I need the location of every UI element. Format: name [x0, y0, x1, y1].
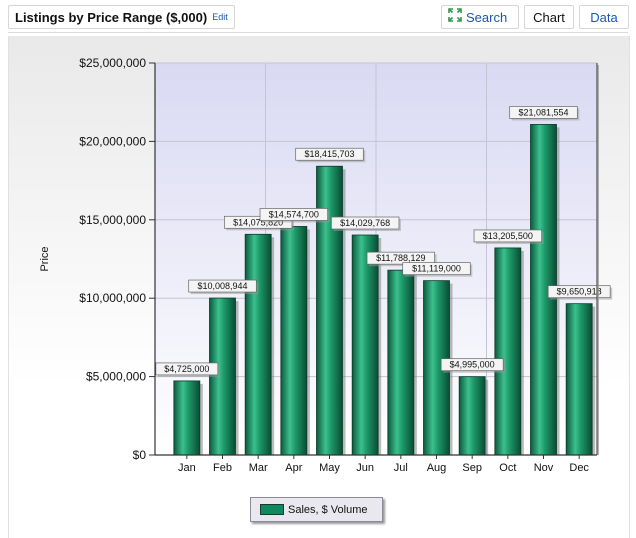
- data-label-text: $14,574,700: [269, 209, 319, 219]
- x-tick-label: Feb: [213, 462, 232, 474]
- y-tick-label: $15,000,000: [79, 213, 146, 227]
- data-label-box: [331, 216, 400, 230]
- data-label: $21,081,554: [509, 106, 580, 121]
- widget-header: Listings by Price Range ($,000) Edit Sea…: [0, 0, 636, 32]
- data-label-text: $18,415,703: [304, 149, 354, 159]
- data-label: $14,029,768: [331, 216, 401, 232]
- y-tick-label: $10,000,000: [79, 291, 146, 305]
- widget-title: Listings by Price Range ($,000): [15, 9, 208, 25]
- x-tick-label: Dec: [569, 462, 589, 474]
- data-label-box: [259, 208, 328, 221]
- data-label: $4,995,000: [440, 358, 506, 373]
- y-tick-label: $0: [133, 448, 147, 462]
- data-label-text: $4,725,000: [164, 364, 209, 374]
- bar: [173, 380, 201, 456]
- legend-label: Sales, $ Volume: [288, 503, 368, 516]
- x-tick-label: Jan: [178, 462, 196, 474]
- data-label-text: $4,995,000: [450, 360, 495, 370]
- search-button[interactable]: Search: [441, 5, 519, 29]
- x-tick-label: May: [319, 462, 340, 474]
- data-label-text: $14,075,820: [233, 217, 283, 227]
- data-label-text: $21,081,554: [518, 107, 568, 117]
- data-label-box: [366, 251, 435, 265]
- data-label-text: $9,650,918: [557, 287, 602, 297]
- data-label-box: [402, 262, 471, 276]
- bar: [494, 247, 522, 456]
- data-label-box: [295, 147, 364, 161]
- data-label: $18,415,703: [295, 147, 366, 163]
- x-tick-label: Nov: [534, 462, 554, 474]
- x-tick-label: Jul: [394, 462, 408, 474]
- y-axis-label: Price: [39, 246, 51, 271]
- edit-link[interactable]: Edit: [212, 12, 228, 22]
- data-label-box: [155, 362, 219, 376]
- bar: [565, 303, 593, 456]
- data-labels: $4,725,000 $10,008,944 $14,075,820$14,574,…: [155, 106, 613, 377]
- legend-swatch: [260, 504, 284, 515]
- data-label-text: $13,205,500: [483, 231, 533, 241]
- x-tick-label: Jun: [356, 462, 374, 474]
- x-tick-label: Oct: [499, 462, 516, 474]
- x-tick-label: Apr: [285, 462, 302, 474]
- y-tick-label: $5,000,000: [86, 370, 146, 384]
- data-label-text: $10,008,944: [197, 281, 247, 291]
- bar: [244, 233, 272, 456]
- y-tick-label: $20,000,000: [79, 134, 146, 148]
- title-box: Listings by Price Range ($,000) Edit: [8, 5, 235, 29]
- data-label-text: $14,029,768: [340, 218, 390, 228]
- bar: [530, 124, 557, 456]
- tab-chart[interactable]: Chart: [524, 5, 574, 29]
- data-label-box: [473, 229, 542, 243]
- data-label: $4,725,000: [155, 362, 220, 377]
- data-label: $14,574,700: [259, 208, 330, 223]
- data-label: $9,650,918: [547, 285, 613, 300]
- search-label: Search: [466, 9, 508, 25]
- x-tick-label: Aug: [427, 462, 447, 474]
- axes: $0 $5,000,000 $10,000,000 $15,000,000 $20,00…: [79, 56, 599, 474]
- x-tick-label: Mar: [249, 462, 268, 474]
- data-label: $11,119,000: [402, 262, 473, 277]
- bar: [387, 269, 415, 456]
- data-label-box: [547, 285, 611, 299]
- x-tick-label: Sep: [462, 462, 482, 474]
- header-divider: [8, 32, 628, 33]
- data-label-text: $11,788,129: [376, 253, 425, 263]
- data-label-box: [509, 106, 578, 119]
- data-label-text: $11,119,000: [412, 264, 461, 274]
- data-label-box: [440, 358, 504, 372]
- data-label: $10,008,944: [188, 279, 259, 295]
- data-label-box: [188, 279, 257, 293]
- tab-data[interactable]: Data: [579, 5, 629, 29]
- expand-arrows-icon: [448, 7, 462, 27]
- data-label: $13,205,500: [473, 229, 544, 244]
- bar: [351, 234, 379, 456]
- bar: [458, 376, 486, 456]
- y-tick-label: $25,000,000: [79, 56, 146, 70]
- bar: [280, 226, 308, 456]
- legend: Sales, $ Volume: [250, 497, 383, 522]
